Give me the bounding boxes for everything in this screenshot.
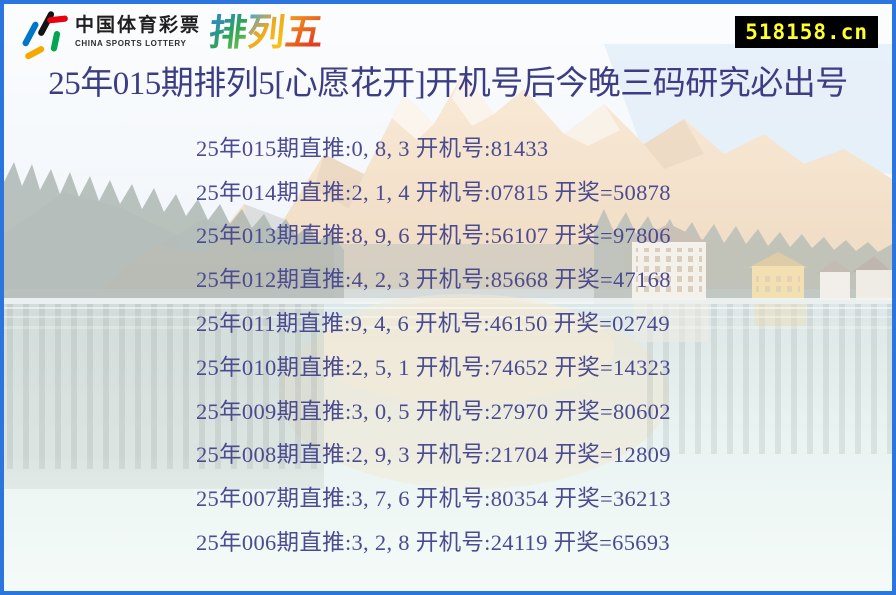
draw-row: 25年013期直推:8, 9, 6 开机号:56107 开奖=97806: [196, 223, 671, 249]
logo-wordmark: 中国体育彩票 CHINA SPORTS LOTTERY: [75, 15, 202, 48]
draw-row: 25年009期直推:3, 0, 5 开机号:27970 开奖=80602: [196, 398, 671, 424]
lake-mountain-background: [4, 4, 892, 591]
draw-row: 25年014期直推:2, 1, 4 开机号:07815 开奖=50878: [196, 179, 671, 205]
draw-row: 25年015期直推:0, 8, 3 开机号:81433: [196, 135, 549, 161]
draw-row: 25年006期直推:3, 2, 8 开机号:24119 开奖=65693: [196, 530, 670, 556]
draw-row: 25年011期直推:9, 4, 6 开机号:46150 开奖=02749: [196, 311, 670, 337]
brand-char: 五: [282, 12, 326, 54]
draw-row: 25年007期直推:3, 7, 6 开机号:80354 开奖=36213: [196, 486, 671, 512]
draw-row: 25年012期直推:4, 2, 3 开机号:85668 开奖=47168: [196, 267, 671, 293]
header: 中国体育彩票 CHINA SPORTS LOTTERY 排 列 五: [16, 10, 326, 60]
draw-row: 25年010期直推:2, 5, 1 开机号:74652 开奖=14323: [196, 354, 671, 380]
brand-char: 列: [244, 12, 288, 54]
logo-en-text: CHINA SPORTS LOTTERY: [75, 38, 187, 48]
site-domain-badge: 518158.cn: [735, 16, 878, 48]
brand-pailiewu: 排 列 五: [206, 12, 326, 54]
page-title: 25年015期排列5[心愿花开]开机号后今晚三码研究必出号: [48, 66, 848, 102]
china-sports-lottery-icon: [22, 11, 68, 60]
draw-history-list: 25年015期直推:0, 8, 3 开机号:81433 25年014期直推:2,…: [4, 125, 892, 563]
logo-cn-text: 中国体育彩票: [75, 15, 202, 36]
draw-row: 25年008期直推:2, 9, 3 开机号:21704 开奖=12809: [196, 442, 671, 468]
brand-char: 排: [206, 12, 250, 54]
